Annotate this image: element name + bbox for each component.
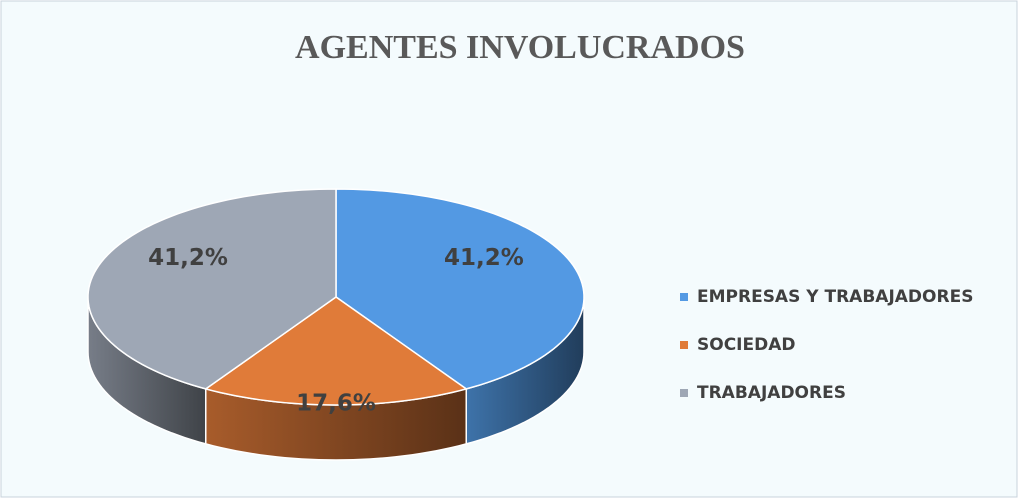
data-label: 41,2%	[444, 245, 524, 271]
slice	[87, 188, 337, 390]
legend-label: SOCIEDAD	[697, 335, 796, 355]
chart-title: AGENTES INVOLUCRADOS	[295, 29, 745, 66]
slice	[204, 296, 468, 406]
legend-label: TRABAJADORES	[697, 383, 846, 403]
legend-swatch	[680, 341, 688, 349]
data-label: 41,2%	[148, 245, 228, 271]
slice	[335, 188, 585, 390]
data-label: 17,6%	[296, 390, 376, 416]
legend-swatch	[680, 389, 688, 397]
legend-label: EMPRESAS Y TRABAJADORES	[697, 287, 973, 307]
legend-swatch	[680, 293, 688, 301]
